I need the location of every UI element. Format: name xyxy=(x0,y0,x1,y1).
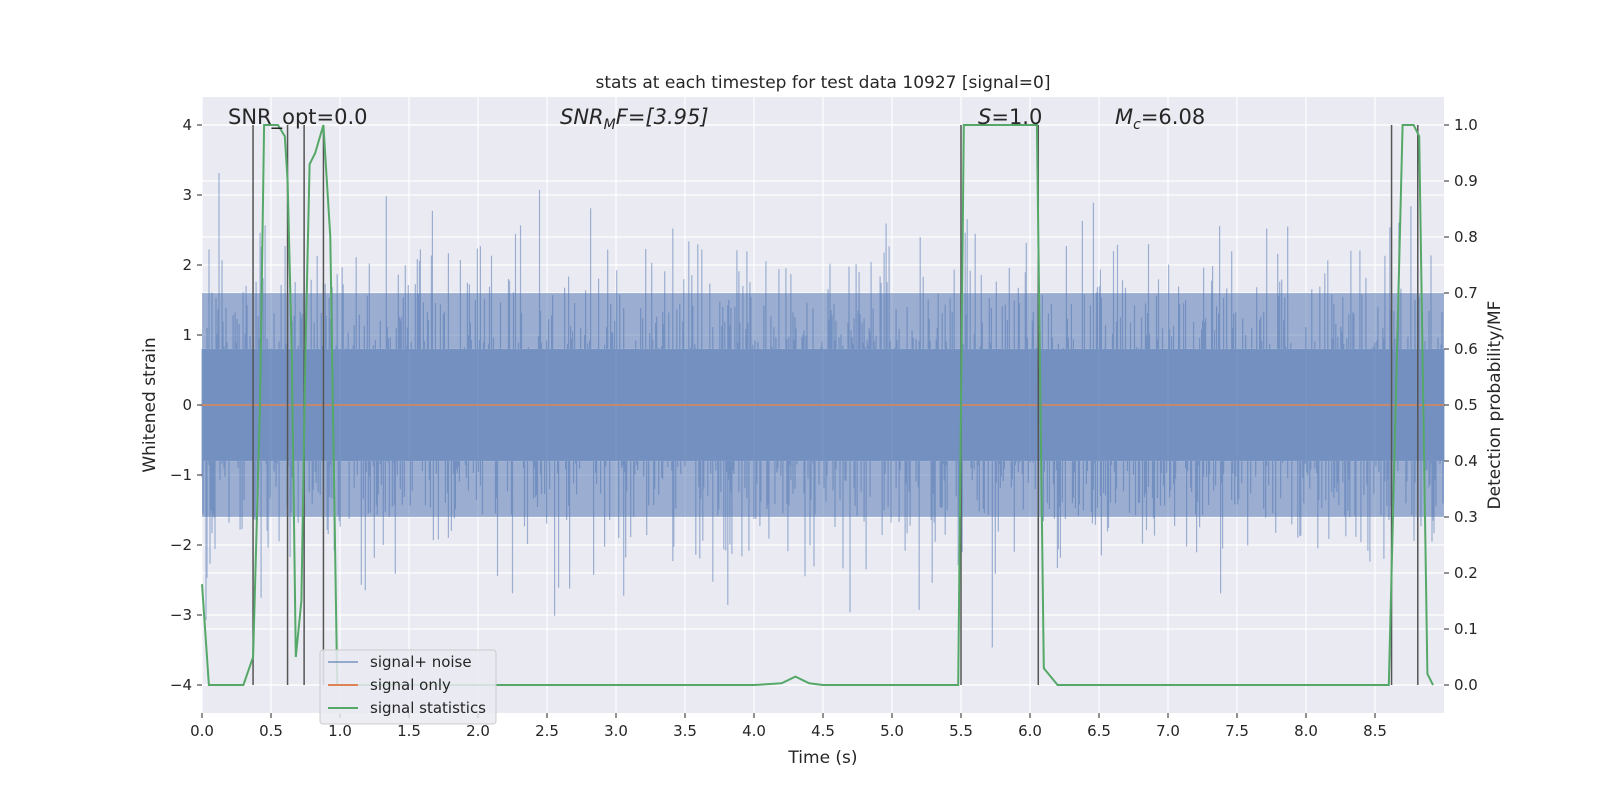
y2-tick-label: 0.4 xyxy=(1454,452,1478,470)
x-axis-ticks: 0.0 0.5 1.0 1.5 2.0 2.5 3.0 3.5 4.0 4.5 5.0 5.5 6.0 6… xyxy=(190,713,1387,740)
y-tick-label: −3 xyxy=(170,606,192,624)
legend-label-signal: signal only xyxy=(370,676,451,694)
y-tick-label: −2 xyxy=(170,536,192,554)
annotation-snr-mf-sub: M xyxy=(604,117,616,133)
legend-box xyxy=(319,649,497,725)
annotation-s-rest: =1.0 xyxy=(991,105,1042,129)
y2-tick-label: 0.8 xyxy=(1454,228,1478,246)
x-tick-label: 6.0 xyxy=(1018,722,1042,740)
x-tick-label: 2.5 xyxy=(535,722,559,740)
legend: signal+ noise signal only signal statist… xyxy=(319,649,497,725)
y2-tick-label: 0.1 xyxy=(1454,620,1478,638)
x-tick-label: 4.0 xyxy=(742,722,766,740)
x-tick-label: 3.0 xyxy=(604,722,628,740)
x-tick-label: 0.5 xyxy=(259,722,283,740)
annotation-mc-main: M xyxy=(1115,105,1133,129)
x-tick-label: 8.5 xyxy=(1363,722,1387,740)
x-tick-label: 6.5 xyxy=(1087,722,1111,740)
x-tick-label: 8.0 xyxy=(1294,722,1318,740)
annotation-mc-sub: c xyxy=(1133,117,1141,133)
y-tick-label: −4 xyxy=(170,676,192,694)
y-axis-label: Whitened strain xyxy=(140,337,160,472)
x-tick-label: 7.5 xyxy=(1225,722,1249,740)
annotation-s: S=1.0 xyxy=(978,105,1042,129)
x-tick-label: 4.5 xyxy=(811,722,835,740)
legend-label-noise: signal+ noise xyxy=(370,653,472,671)
y-tick-label: 1 xyxy=(182,326,192,344)
annotation-snr-mf-rest: F=[3.95] xyxy=(616,105,709,129)
x-tick-label: 1.0 xyxy=(328,722,352,740)
annotation-mc: Mc=6.08 xyxy=(1115,105,1205,133)
y-tick-label: 4 xyxy=(182,116,192,134)
y2-tick-label: 0.9 xyxy=(1454,172,1478,190)
y-tick-label: 0 xyxy=(182,396,192,414)
y2-axis-ticks: 0.0 0.1 0.2 0.3 0.4 0.5 0.6 0.7 0.8 0.9 1.0 xyxy=(1444,116,1478,694)
x-tick-label: 7.0 xyxy=(1156,722,1180,740)
annotation-snr-opt: SNR_opt=0.0 xyxy=(228,105,368,130)
x-tick-label: 5.0 xyxy=(880,722,904,740)
y2-tick-label: 0.5 xyxy=(1454,396,1478,414)
y-tick-label: −1 xyxy=(170,466,192,484)
x-axis-label: Time (s) xyxy=(787,748,857,768)
y2-tick-label: 0.3 xyxy=(1454,508,1478,526)
x-tick-label: 2.0 xyxy=(466,722,490,740)
y2-tick-label: 0.7 xyxy=(1454,284,1478,302)
legend-label-stats: signal statistics xyxy=(370,699,486,717)
x-tick-label: 1.5 xyxy=(397,722,421,740)
x-tick-label: 0.0 xyxy=(190,722,214,740)
x-tick-label: 3.5 xyxy=(673,722,697,740)
y2-axis-label: Detection probability/MF xyxy=(1485,301,1505,510)
y2-tick-label: 1.0 xyxy=(1454,116,1478,134)
chart-title: stats at each timestep for test data 109… xyxy=(596,73,1051,93)
annotation-snr-mf: SNRMF=[3.95] xyxy=(560,105,709,133)
annotation-s-main: S xyxy=(978,105,991,129)
y2-tick-label: 0.0 xyxy=(1454,676,1478,694)
y2-tick-label: 0.2 xyxy=(1454,564,1478,582)
x-tick-label: 5.5 xyxy=(949,722,973,740)
y-tick-label: 2 xyxy=(182,256,192,274)
y-axis-ticks: −4 −3 −2 −1 0 1 2 3 4 xyxy=(170,116,202,694)
annotation-mc-rest: =6.08 xyxy=(1141,105,1205,129)
y2-tick-label: 0.6 xyxy=(1454,340,1478,358)
annotation-snr-mf-main: SNR xyxy=(560,105,604,129)
y-tick-label: 3 xyxy=(182,186,192,204)
